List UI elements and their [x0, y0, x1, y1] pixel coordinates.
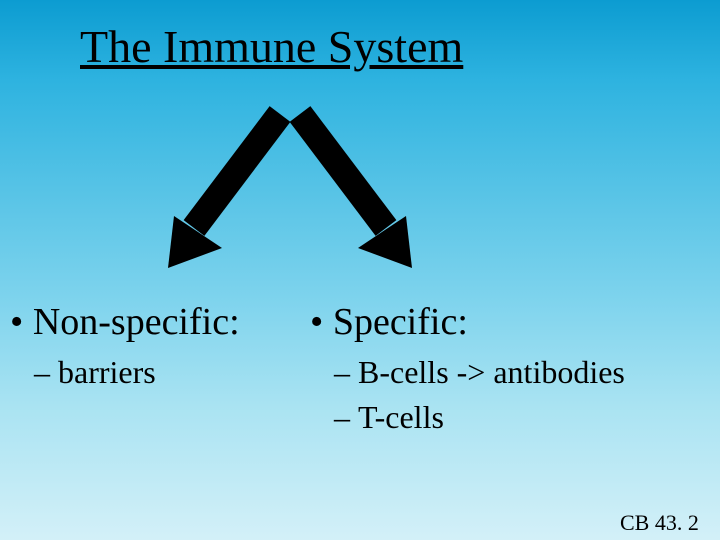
- bullet-specific: • Specific:: [310, 300, 625, 344]
- left-column: • Non-specific: – barriers: [10, 300, 240, 391]
- bullet-nonspecific: • Non-specific:: [10, 300, 240, 344]
- sub-bullet-prefix: –: [310, 354, 358, 390]
- sub-bullet-barriers: – barriers: [10, 354, 240, 391]
- sub-bullet-bcells: – B-cells -> antibodies: [310, 354, 625, 391]
- bullet-label: Specific:: [333, 301, 468, 343]
- branch-arrows: [130, 100, 450, 280]
- sub-bullet-label: barriers: [58, 354, 156, 390]
- sub-bullet-label: B-cells -> antibodies: [358, 354, 625, 390]
- sub-bullet-tcells: – T-cells: [310, 399, 625, 436]
- bullet-glyph: •: [10, 301, 33, 343]
- sub-bullet-label: T-cells: [358, 399, 444, 435]
- bullet-label: Non-specific:: [33, 301, 240, 343]
- slide: The Immune System • Non-specific: – barr…: [0, 0, 720, 540]
- sub-bullet-prefix: –: [310, 399, 358, 435]
- right-column: • Specific: – B-cells -> antibodies – T-…: [310, 300, 625, 436]
- slide-title: The Immune System: [80, 20, 463, 73]
- bullet-glyph: •: [310, 301, 333, 343]
- sub-bullet-prefix: –: [10, 354, 58, 390]
- footnote: CB 43. 2: [620, 510, 699, 536]
